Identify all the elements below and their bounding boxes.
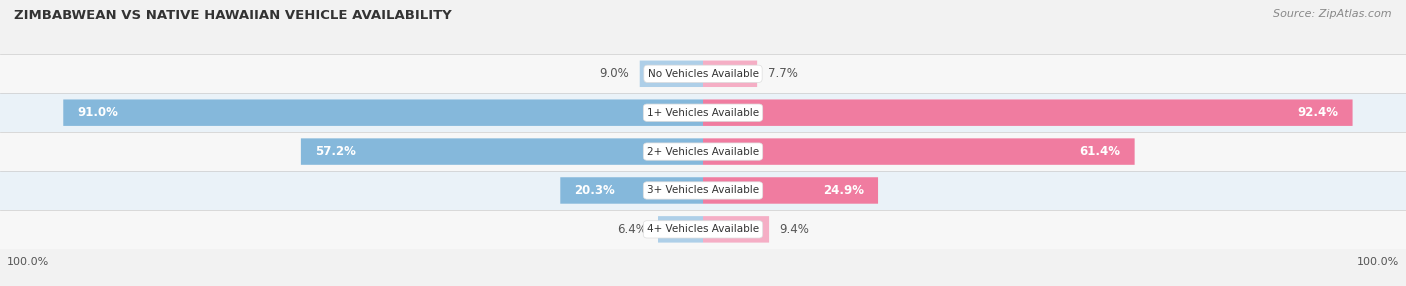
Text: Source: ZipAtlas.com: Source: ZipAtlas.com — [1274, 9, 1392, 19]
Text: 7.7%: 7.7% — [768, 67, 797, 80]
Text: 6.4%: 6.4% — [617, 223, 647, 236]
Bar — [703, 61, 756, 87]
Text: 100.0%: 100.0% — [1357, 257, 1399, 267]
Text: 91.0%: 91.0% — [77, 106, 118, 119]
Bar — [658, 216, 703, 243]
Bar — [0, 132, 1406, 171]
Bar — [703, 216, 769, 243]
Text: 9.4%: 9.4% — [779, 223, 810, 236]
Text: 57.2%: 57.2% — [315, 145, 356, 158]
Bar — [560, 177, 703, 204]
Bar — [63, 100, 703, 126]
Bar — [640, 61, 703, 87]
Text: 61.4%: 61.4% — [1080, 145, 1121, 158]
Bar — [703, 138, 1135, 165]
Text: 92.4%: 92.4% — [1298, 106, 1339, 119]
Bar — [703, 100, 1353, 126]
Text: No Vehicles Available: No Vehicles Available — [648, 69, 758, 79]
Text: 1+ Vehicles Available: 1+ Vehicles Available — [647, 108, 759, 118]
Bar — [0, 210, 1406, 249]
Bar — [703, 177, 877, 204]
Text: 9.0%: 9.0% — [599, 67, 630, 80]
Text: ZIMBABWEAN VS NATIVE HAWAIIAN VEHICLE AVAILABILITY: ZIMBABWEAN VS NATIVE HAWAIIAN VEHICLE AV… — [14, 9, 451, 21]
Bar — [0, 171, 1406, 210]
Text: 3+ Vehicles Available: 3+ Vehicles Available — [647, 186, 759, 195]
Bar — [301, 138, 703, 165]
Text: 100.0%: 100.0% — [7, 257, 49, 267]
Text: 24.9%: 24.9% — [823, 184, 863, 197]
Text: 2+ Vehicles Available: 2+ Vehicles Available — [647, 147, 759, 156]
Text: 4+ Vehicles Available: 4+ Vehicles Available — [647, 225, 759, 234]
Bar — [0, 54, 1406, 93]
Text: 20.3%: 20.3% — [575, 184, 614, 197]
Bar — [0, 93, 1406, 132]
